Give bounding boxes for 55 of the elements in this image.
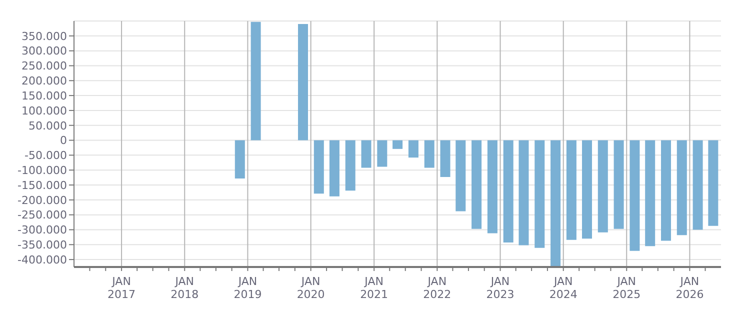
bar — [456, 140, 466, 212]
bar — [345, 140, 356, 191]
x-tick-label: JAN 2023 — [486, 275, 514, 301]
bar — [582, 140, 592, 239]
bar — [660, 140, 671, 241]
x-tick-label: JAN 2026 — [676, 275, 704, 301]
x-tick-label: JAN 2022 — [423, 275, 452, 301]
bar — [361, 140, 372, 168]
bar — [676, 140, 687, 236]
x-tick-label: JAN 2024 — [549, 275, 578, 301]
y-tick-label: 0 — [60, 134, 67, 148]
bar — [692, 140, 703, 230]
bar — [424, 140, 434, 168]
bar — [314, 140, 324, 194]
x-tick-label: JAN 2017 — [108, 275, 136, 301]
bar — [503, 140, 514, 243]
bar — [598, 140, 608, 232]
x-tick-label: JAN 2018 — [170, 275, 199, 301]
bar — [645, 140, 656, 246]
bar — [392, 140, 403, 149]
y-tick-label: -150.000 — [18, 178, 67, 192]
bar — [472, 140, 482, 229]
y-tick-label: -250.000 — [18, 208, 67, 222]
bar — [708, 140, 718, 226]
y-tick-label: 350.000 — [22, 30, 67, 43]
y-tick-label: -200.000 — [18, 194, 67, 207]
bar — [534, 140, 545, 248]
bar — [518, 140, 529, 246]
x-tick-label: JAN 2020 — [296, 275, 325, 301]
y-tick-label: -300.000 — [18, 224, 67, 237]
bar — [298, 24, 308, 140]
y-tick-label: -350.000 — [18, 238, 67, 252]
x-tick-label: JAN 2019 — [234, 275, 262, 301]
y-tick-label: -400.000 — [18, 253, 67, 266]
y-tick-label: -100.000 — [18, 164, 67, 177]
y-tick-label: 100.000 — [22, 104, 67, 118]
y-tick-label: 150.000 — [22, 89, 67, 102]
y-tick-label: 250.000 — [22, 60, 67, 73]
bar — [250, 22, 261, 140]
bar — [440, 140, 450, 177]
y-tick-label: 50.000 — [28, 119, 67, 132]
y-tick-label: -50.000 — [24, 149, 67, 162]
bar — [630, 140, 640, 251]
bar — [408, 140, 418, 158]
bar — [377, 140, 388, 167]
x-tick-label: JAN 2025 — [612, 275, 641, 301]
bar — [487, 140, 498, 234]
bar — [614, 140, 624, 229]
y-tick-label: 200.000 — [22, 74, 67, 88]
bar — [566, 140, 576, 240]
bar — [329, 140, 340, 196]
x-tick-label: JAN 2021 — [360, 275, 388, 301]
bar — [550, 140, 561, 267]
bar — [234, 140, 245, 178]
y-tick-label: 300.000 — [22, 44, 67, 58]
